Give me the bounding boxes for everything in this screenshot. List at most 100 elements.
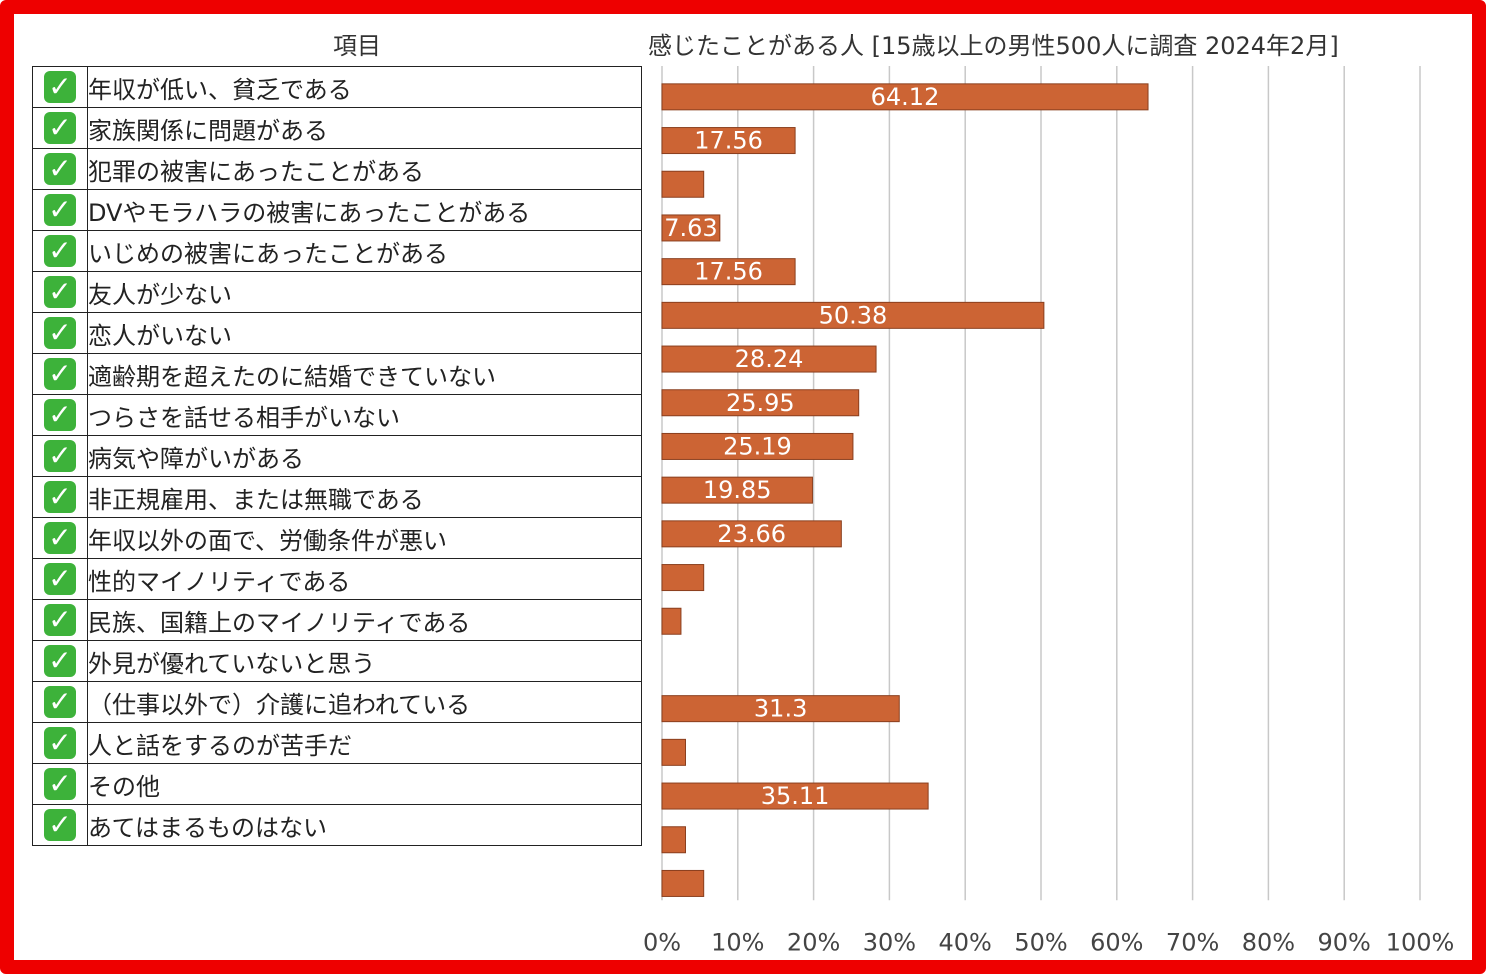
check-mark-icon: ✓: [44, 481, 76, 513]
x-tick-label: 30%: [863, 928, 916, 956]
table-row: ✓ その他: [32, 763, 642, 805]
check-mark-icon: ✓: [44, 112, 76, 144]
table-row: ✓ 外見が優れていないと思う: [32, 640, 642, 682]
item-label: 非正規雇用、または無職である: [87, 476, 642, 518]
bar-value-label: 7.63: [664, 214, 717, 242]
x-tick-label: 70%: [1166, 928, 1219, 956]
bar-value-label: 19.85: [703, 476, 772, 504]
table-row: ✓ 非正規雇用、または無職である: [32, 476, 642, 518]
bar-value-label: 35.11: [761, 782, 830, 810]
item-label: 病気や障がいがある: [87, 435, 642, 477]
bar-value-label: 50.38: [819, 301, 888, 329]
check-cell: ✓: [32, 681, 88, 723]
check-cell: ✓: [32, 353, 88, 395]
bar: [661, 738, 686, 766]
table-row: ✓ （仕事以外で）介護に追われている: [32, 681, 642, 723]
bar-value-label: 17.56: [694, 127, 763, 155]
bar: [661, 607, 682, 635]
items-table: ✓ 年収が低い、貧乏である ✓ 家族関係に問題がある ✓ 犯罪の被害にあったことがある ✓ D…: [32, 66, 642, 846]
table-row: ✓ 適齢期を超えたのに結婚できていない: [32, 353, 642, 395]
bar-value-label: 17.56: [694, 258, 763, 286]
check-cell: ✓: [32, 312, 88, 354]
check-mark-icon: ✓: [44, 399, 76, 431]
bar-chart: 0% 10% 20% 30% 40% 50% 60% 70% 80% 90% 100% 64.12 17…: [643, 66, 1455, 956]
bar-value-label: 25.19: [723, 432, 792, 460]
item-label: 犯罪の被害にあったことがある: [87, 148, 642, 190]
item-label: 恋人がいない: [87, 312, 642, 354]
table-row: ✓ つらさを話せる相手がいない: [32, 394, 642, 436]
check-cell: ✓: [32, 804, 88, 846]
check-cell: ✓: [32, 107, 88, 149]
bar: [661, 695, 900, 723]
check-mark-icon: ✓: [44, 727, 76, 759]
check-mark-icon: ✓: [44, 276, 76, 308]
item-label: 性的マイノリティである: [87, 558, 642, 600]
table-row: ✓ 友人が少ない: [32, 271, 642, 313]
bar: [661, 345, 877, 373]
table-row: ✓ 年収が低い、貧乏である: [32, 66, 642, 108]
check-cell: ✓: [32, 558, 88, 600]
bar: [661, 782, 929, 810]
bar: [661, 869, 705, 897]
item-label: 民族、国籍上のマイノリティである: [87, 599, 642, 641]
check-mark-icon: ✓: [44, 317, 76, 349]
x-tick-label: 20%: [787, 928, 840, 956]
check-mark-icon: ✓: [44, 645, 76, 677]
item-label: 家族関係に問題がある: [87, 107, 642, 149]
bar: [661, 476, 813, 504]
item-label: DVやモラハラの被害にあったことがある: [87, 189, 642, 231]
item-label: 友人が少ない: [87, 271, 642, 313]
table-row: ✓ 年収以外の面で、労働条件が悪い: [32, 517, 642, 559]
table-row: ✓ 病気や障がいがある: [32, 435, 642, 477]
check-mark-icon: ✓: [44, 194, 76, 226]
bar: [661, 389, 860, 417]
check-mark-icon: ✓: [44, 235, 76, 267]
item-label: 適齢期を超えたのに結婚できていない: [87, 353, 642, 395]
check-mark-icon: ✓: [44, 522, 76, 554]
bar: [661, 826, 686, 854]
bar-value-label: 23.66: [717, 520, 786, 548]
check-mark-icon: ✓: [44, 686, 76, 718]
item-label: 年収が低い、貧乏である: [87, 66, 642, 108]
x-tick-label: 0%: [643, 928, 681, 956]
bar-value-label: 31.3: [754, 695, 807, 723]
check-cell: ✓: [32, 435, 88, 477]
check-mark-icon: ✓: [44, 71, 76, 103]
table-row: ✓ 性的マイノリティである: [32, 558, 642, 600]
table-row: ✓ 恋人がいない: [32, 312, 642, 354]
item-label: 人と話をするのが苦手だ: [87, 722, 642, 764]
check-cell: ✓: [32, 148, 88, 190]
x-tick-label: 100%: [1386, 928, 1455, 956]
table-row: ✓ 人と話をするのが苦手だ: [32, 722, 642, 764]
check-cell: ✓: [32, 230, 88, 272]
table-row: ✓ 家族関係に問題がある: [32, 107, 642, 149]
item-label: 外見が優れていないと思う: [87, 640, 642, 682]
chart-title: 感じたことがある人 [15歳以上の男性500人に調査 2024年2月]: [648, 32, 1339, 60]
check-cell: ✓: [32, 271, 88, 313]
item-label: つらさを話せる相手がいない: [87, 394, 642, 436]
bar: [661, 520, 842, 548]
bar: [661, 258, 796, 286]
bar: [661, 127, 796, 155]
item-label: その他: [87, 763, 642, 805]
table-row: ✓ 民族、国籍上のマイノリティである: [32, 599, 642, 641]
check-mark-icon: ✓: [44, 809, 76, 841]
check-mark-icon: ✓: [44, 604, 76, 636]
bar: [661, 301, 1045, 329]
bar: [661, 170, 705, 198]
check-cell: ✓: [32, 640, 88, 682]
table-row: ✓ 犯罪の被害にあったことがある: [32, 148, 642, 190]
check-mark-icon: ✓: [44, 563, 76, 595]
check-cell: ✓: [32, 599, 88, 641]
x-tick-label: 40%: [939, 928, 992, 956]
item-label: あてはまるものはない: [87, 804, 642, 846]
check-mark-icon: ✓: [44, 358, 76, 390]
bar: [661, 564, 705, 592]
bar: [661, 214, 721, 242]
bar: [661, 83, 1149, 111]
item-label: いじめの被害にあったことがある: [87, 230, 642, 272]
check-cell: ✓: [32, 66, 88, 108]
bar: [661, 432, 854, 460]
x-tick-label: 80%: [1242, 928, 1295, 956]
bar-value-label: 28.24: [735, 345, 804, 373]
